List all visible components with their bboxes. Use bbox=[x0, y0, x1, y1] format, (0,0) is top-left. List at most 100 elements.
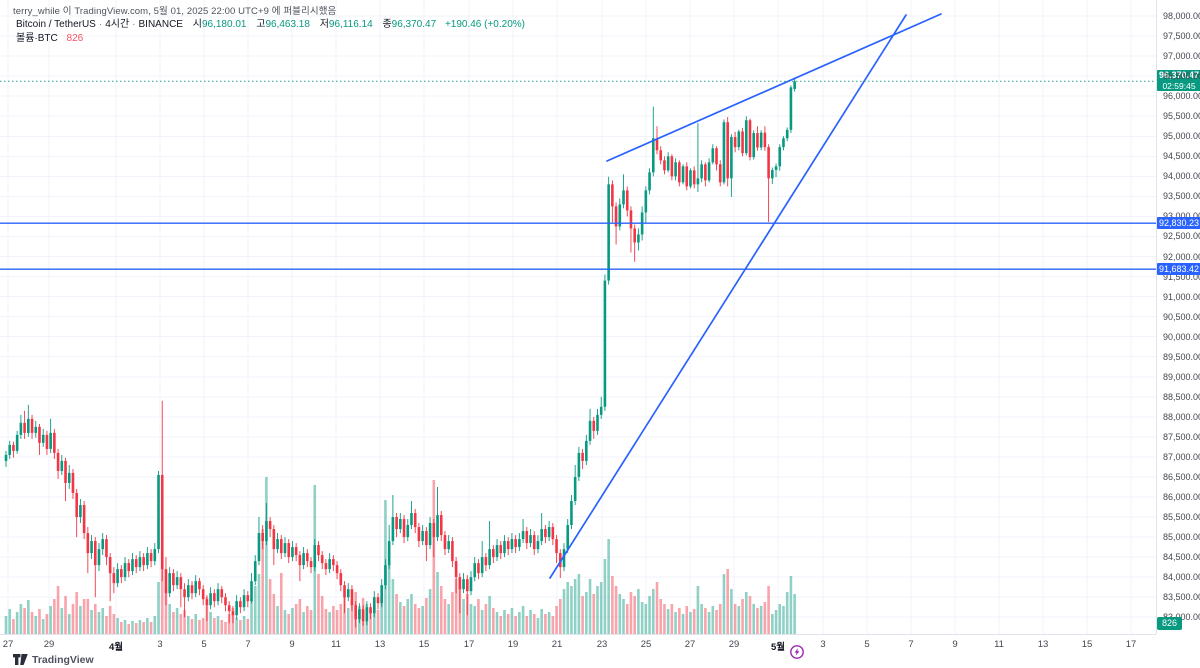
candle-body bbox=[395, 517, 398, 530]
volume-bar bbox=[547, 612, 551, 634]
candle-body bbox=[105, 539, 108, 558]
volume-bar bbox=[558, 599, 562, 634]
candle-body bbox=[692, 170, 696, 185]
volume-bar bbox=[469, 604, 473, 634]
candle-body bbox=[436, 515, 439, 538]
volume-bar bbox=[27, 600, 30, 634]
change-value: +190.46 (+0.20%) bbox=[444, 19, 525, 30]
candle-body bbox=[343, 585, 346, 598]
candle-body bbox=[458, 577, 462, 590]
resistance-trendline[interactable] bbox=[606, 13, 942, 162]
candle-body bbox=[324, 563, 328, 570]
volume-bar bbox=[577, 574, 581, 634]
volume-bar bbox=[67, 614, 71, 634]
candle-body bbox=[30, 418, 34, 433]
volume-bar bbox=[224, 622, 227, 634]
candle-body bbox=[183, 589, 186, 598]
volume-label: 볼륨 bbox=[16, 33, 35, 44]
drawings-layer bbox=[0, 13, 1156, 579]
level-price-tag: 92,830.23 bbox=[1157, 217, 1200, 230]
support-trendline[interactable] bbox=[549, 14, 907, 579]
candle-body bbox=[75, 492, 78, 518]
price-axis-label: 87,500.00 bbox=[1163, 431, 1200, 442]
candle-body bbox=[536, 541, 540, 550]
volume-bar bbox=[670, 604, 674, 634]
price-axis-label: 85,500.00 bbox=[1163, 512, 1200, 523]
price-axis-label: 97,500.00 bbox=[1163, 31, 1200, 42]
candle-body bbox=[678, 162, 681, 183]
candle-body bbox=[287, 543, 291, 558]
volume-bar bbox=[659, 599, 663, 634]
time-axis-label: 29 bbox=[43, 639, 55, 650]
time-axis-label: 17 bbox=[1125, 639, 1137, 650]
candle-body bbox=[387, 541, 391, 566]
candle-body bbox=[637, 234, 640, 243]
candle-body bbox=[354, 605, 357, 620]
low-label: 저 bbox=[319, 19, 329, 30]
candle-body bbox=[573, 476, 577, 501]
time-axis-label: 27 bbox=[684, 639, 696, 650]
volume-bar bbox=[350, 599, 354, 634]
price-axis-label: 88,500.00 bbox=[1163, 391, 1200, 402]
volume-bar bbox=[90, 610, 93, 634]
volume-bar bbox=[343, 596, 346, 634]
volume-bar bbox=[540, 609, 543, 634]
volume-bar bbox=[227, 614, 231, 634]
volume-axis-badge: 826 bbox=[1157, 617, 1183, 630]
price-axis-label: 95,500.00 bbox=[1163, 111, 1200, 122]
candle-body bbox=[186, 585, 190, 598]
candle-body bbox=[213, 593, 216, 602]
candle-body bbox=[566, 525, 570, 550]
candle-body bbox=[306, 553, 309, 562]
volume-bar bbox=[499, 616, 503, 634]
candle-body bbox=[599, 406, 603, 415]
candle-body bbox=[116, 569, 119, 584]
volume-bar bbox=[581, 596, 584, 634]
volume-bar bbox=[108, 606, 112, 634]
volume-bar bbox=[536, 618, 540, 634]
volume-bar bbox=[406, 599, 410, 634]
candle-body bbox=[45, 434, 49, 449]
volume-bar bbox=[335, 610, 339, 634]
publish-info-text: terry_while 이 TradingView.com, 5월 01, 20… bbox=[13, 6, 337, 17]
publish-marker-icon[interactable] bbox=[789, 644, 805, 660]
volume-bar bbox=[324, 609, 328, 634]
volume-bar bbox=[209, 612, 212, 634]
candle-body bbox=[741, 131, 744, 154]
candle-body bbox=[209, 593, 212, 606]
tradingview-logo[interactable]: TradingView bbox=[13, 653, 94, 666]
candle-body bbox=[581, 452, 584, 461]
volume-bar bbox=[506, 614, 510, 634]
volume-bar bbox=[689, 612, 692, 634]
volume-bar bbox=[696, 586, 700, 634]
volume-bar bbox=[8, 609, 12, 634]
volume-bar bbox=[532, 614, 536, 634]
volume-bar bbox=[417, 608, 421, 634]
candle-body bbox=[402, 519, 406, 538]
tradingview-logo-text: TradingView bbox=[32, 653, 94, 666]
volume-bar bbox=[622, 599, 625, 634]
volume-bar bbox=[447, 604, 450, 634]
candle-body bbox=[503, 541, 506, 554]
volume-bar bbox=[700, 604, 703, 634]
volume-bar bbox=[730, 589, 733, 634]
volume-bar bbox=[239, 620, 242, 634]
volume-bar bbox=[309, 610, 313, 634]
candle-body bbox=[525, 531, 529, 544]
price-axis-label: 92,000.00 bbox=[1163, 251, 1200, 262]
time-axis[interactable]: 27 29 4월 3 5 7 9 11 13 15 17 19 21 23 25 27 29 5월 3 5 7 9 11 13… bbox=[0, 634, 1156, 656]
candle-body bbox=[369, 607, 372, 614]
volume-bar bbox=[116, 618, 119, 634]
volume-bar bbox=[82, 599, 86, 634]
volume-bar bbox=[216, 616, 220, 634]
price-axis[interactable]: 96,370.47 02:59:45 98,000.00 97,500.00 97,… bbox=[1156, 0, 1200, 634]
time-axis-label: 13 bbox=[1037, 639, 1049, 650]
volume-legend: 볼륨·BTC 826 bbox=[16, 33, 84, 44]
candle-body bbox=[484, 557, 488, 566]
volume-bar bbox=[71, 604, 75, 634]
chart-pane[interactable] bbox=[0, 0, 1156, 634]
candle-body bbox=[257, 533, 261, 562]
candle-body bbox=[704, 164, 707, 181]
bar-countdown: 02:59:45 bbox=[1162, 81, 1196, 92]
volume-bar bbox=[261, 529, 264, 634]
